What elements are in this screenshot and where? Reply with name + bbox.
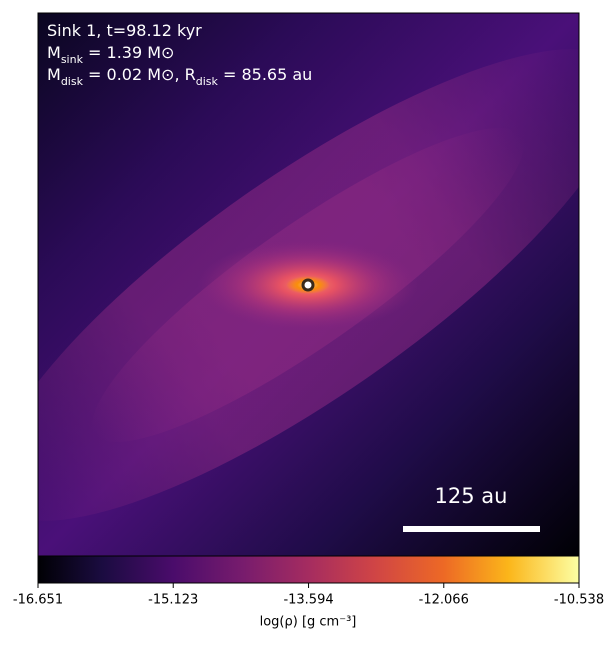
colorbar-tick-label: -12.066 [419, 593, 469, 608]
annotation: Msink = 1.39 M⊙ [47, 43, 174, 66]
annotation-part: Sink 1, t=98.12 kyr [47, 21, 202, 40]
annotation-part: M [47, 65, 61, 84]
annotation-subscript: disk [61, 75, 84, 88]
colorbar-tick-label: -16.651 [13, 593, 63, 608]
annotation-part: = 85.65 au [218, 65, 312, 84]
scale-bar-label: 125 au [435, 484, 508, 508]
annotation: Sink 1, t=98.12 kyr [47, 21, 202, 40]
annotation-part: = 0.02 M⊙, R [83, 65, 196, 84]
colorbar-tick-label: -15.123 [148, 593, 198, 608]
colorbar-tick-label: -13.594 [283, 593, 333, 608]
colorbar [37, 555, 580, 584]
annotation-part: M [47, 43, 61, 62]
annotation: Mdisk = 0.02 M⊙, Rdisk = 85.65 au [47, 65, 312, 88]
annotation-subscript: sink [61, 53, 84, 66]
colorbar-label: log(ρ) [g cm⁻³] [260, 615, 357, 630]
density-image [38, 13, 579, 556]
sink-marker [301, 278, 315, 292]
annotation-part: = 1.39 M⊙ [83, 43, 175, 62]
annotation-subscript: disk [196, 75, 219, 88]
colorbar-tick-label: -10.538 [554, 593, 604, 608]
